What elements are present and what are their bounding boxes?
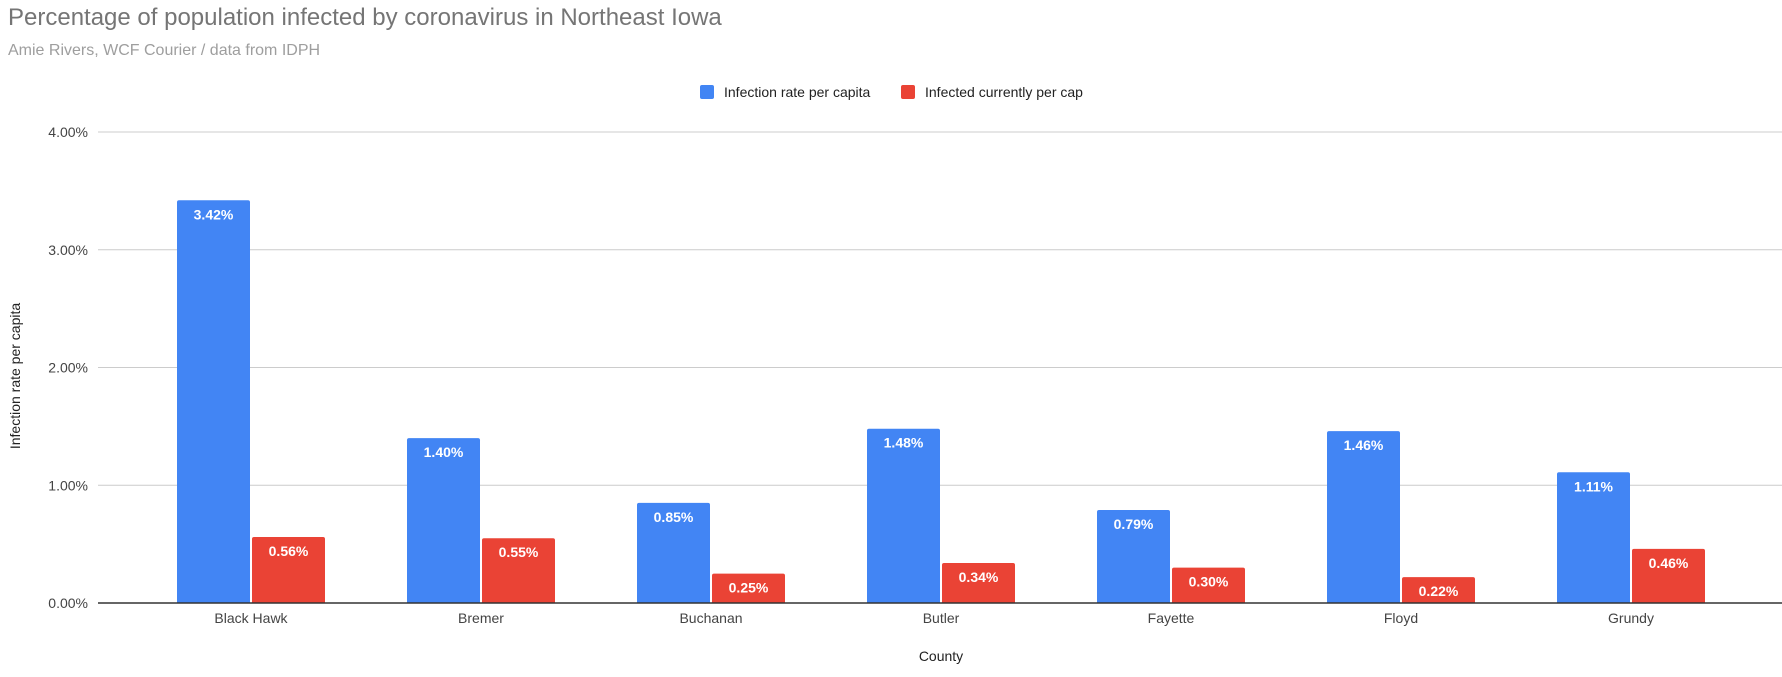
x-tick-label: Fayette xyxy=(1148,610,1195,626)
chart-subtitle: Amie Rivers, WCF Courier / data from IDP… xyxy=(8,42,321,59)
bar xyxy=(1172,567,1245,603)
y-tick-label: 4.00% xyxy=(48,124,88,140)
data-label: 3.42% xyxy=(194,206,234,222)
data-label: 0.85% xyxy=(654,509,694,525)
legend-label: Infected currently per cap xyxy=(925,84,1083,100)
y-axis-title: Infection rate per capita xyxy=(7,303,23,450)
y-tick-label: 1.00% xyxy=(48,477,88,493)
x-tick-label: Bremer xyxy=(458,610,504,626)
x-tick-label: Buchanan xyxy=(679,610,742,626)
y-tick-label: 3.00% xyxy=(48,242,88,258)
bar xyxy=(637,502,710,603)
y-tick-label: 2.00% xyxy=(48,360,88,376)
x-tick-label: Floyd xyxy=(1384,610,1418,626)
bar xyxy=(712,573,785,603)
bar xyxy=(482,538,555,603)
data-label: 1.46% xyxy=(1344,437,1384,453)
data-label: 0.79% xyxy=(1114,516,1154,532)
data-label: 0.22% xyxy=(1419,583,1459,599)
bar xyxy=(407,438,480,603)
chart-title: Percentage of population infected by cor… xyxy=(8,4,722,31)
legend: Infection rate per capita Infected curren… xyxy=(700,84,1083,100)
bar xyxy=(867,428,940,603)
legend-swatch xyxy=(901,85,915,99)
data-label: 0.34% xyxy=(959,569,999,585)
y-tick-label: 0.00% xyxy=(48,595,88,611)
data-label: 0.56% xyxy=(269,543,309,559)
y-axis-ticks: 0.00% 1.00% 2.00% 3.00% 4.00% xyxy=(48,124,88,611)
bar xyxy=(1327,431,1400,603)
bar xyxy=(1557,472,1630,603)
bar xyxy=(1632,548,1705,603)
bar xyxy=(1402,577,1475,603)
x-tick-label: Butler xyxy=(923,610,960,626)
bars: 3.42% 0.56% 1.40% 0.55% 0.85% 0.25% 1.48% 0.34%… xyxy=(177,200,1705,604)
bar xyxy=(177,200,250,604)
data-label: 0.30% xyxy=(1189,574,1229,590)
data-label: 1.11% xyxy=(1574,478,1613,494)
legend-swatch xyxy=(700,85,714,99)
x-axis-ticks: Black Hawk Bremer Buchanan Butler Fayette Flo… xyxy=(214,610,1654,626)
bar xyxy=(252,537,325,603)
x-axis-title: County xyxy=(919,648,963,664)
x-tick-label: Black Hawk xyxy=(214,610,288,626)
data-label: 0.46% xyxy=(1649,555,1689,571)
data-label: 0.55% xyxy=(499,544,539,560)
data-label: 0.25% xyxy=(729,580,769,596)
data-label: 1.48% xyxy=(884,435,924,451)
legend-label: Infection rate per capita xyxy=(724,84,871,100)
bar xyxy=(1097,509,1170,603)
x-tick-label: Grundy xyxy=(1608,610,1654,626)
bar xyxy=(942,562,1015,603)
data-label: 1.40% xyxy=(424,444,464,460)
